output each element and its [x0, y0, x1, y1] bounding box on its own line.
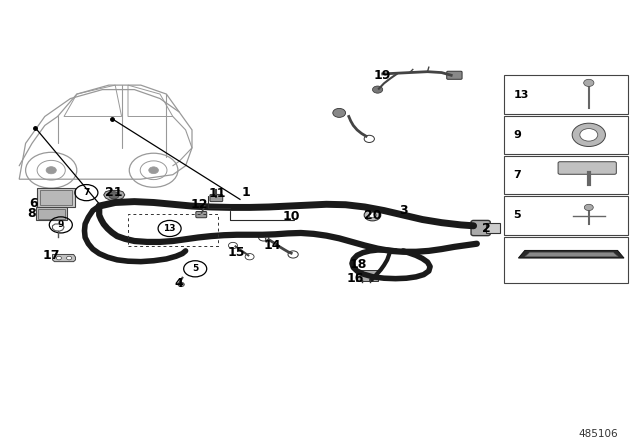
Circle shape — [109, 192, 119, 199]
Text: 3: 3 — [399, 204, 408, 217]
Text: 5: 5 — [513, 211, 521, 220]
Text: 17: 17 — [42, 249, 60, 262]
Circle shape — [56, 256, 61, 260]
FancyBboxPatch shape — [504, 196, 628, 235]
Text: 7: 7 — [513, 170, 521, 180]
Text: 9: 9 — [513, 130, 521, 140]
Polygon shape — [104, 190, 125, 200]
Text: 20: 20 — [364, 208, 381, 222]
Text: 7: 7 — [83, 188, 90, 197]
FancyBboxPatch shape — [504, 75, 628, 114]
FancyBboxPatch shape — [504, 116, 628, 154]
Circle shape — [580, 129, 598, 141]
FancyBboxPatch shape — [356, 270, 378, 281]
Text: 21: 21 — [105, 186, 123, 199]
FancyBboxPatch shape — [558, 162, 616, 174]
Circle shape — [364, 209, 381, 221]
Text: 16: 16 — [346, 272, 364, 285]
Text: 15: 15 — [228, 246, 246, 259]
Text: 19: 19 — [374, 69, 392, 82]
Text: 2: 2 — [482, 222, 491, 235]
Circle shape — [369, 212, 376, 218]
Circle shape — [178, 282, 184, 287]
Text: 5: 5 — [192, 264, 198, 273]
Text: 11: 11 — [209, 187, 227, 200]
Text: 14: 14 — [263, 239, 281, 252]
Text: 485106: 485106 — [578, 429, 618, 439]
Text: 9: 9 — [58, 220, 64, 229]
Circle shape — [148, 167, 159, 174]
Text: 10: 10 — [282, 210, 300, 224]
Polygon shape — [525, 252, 618, 257]
Circle shape — [584, 204, 593, 211]
Text: 1: 1 — [242, 185, 251, 199]
Text: 8: 8 — [28, 207, 36, 220]
FancyBboxPatch shape — [36, 207, 67, 220]
Text: 18: 18 — [349, 258, 367, 271]
Polygon shape — [52, 254, 76, 262]
Circle shape — [584, 79, 594, 86]
Circle shape — [572, 123, 605, 146]
Bar — [38, 209, 65, 219]
FancyBboxPatch shape — [504, 237, 628, 283]
FancyBboxPatch shape — [40, 190, 72, 205]
Circle shape — [46, 167, 56, 174]
Text: 12: 12 — [191, 198, 209, 211]
FancyBboxPatch shape — [471, 220, 490, 236]
Text: 13: 13 — [513, 90, 529, 99]
FancyBboxPatch shape — [504, 156, 628, 194]
Circle shape — [372, 86, 383, 93]
FancyBboxPatch shape — [210, 194, 223, 202]
FancyBboxPatch shape — [37, 188, 75, 207]
Polygon shape — [518, 250, 624, 258]
FancyBboxPatch shape — [196, 211, 207, 218]
Circle shape — [333, 108, 346, 117]
FancyBboxPatch shape — [486, 223, 500, 233]
Text: 13: 13 — [163, 224, 176, 233]
Text: 4: 4 — [175, 276, 184, 290]
Circle shape — [67, 256, 72, 260]
Text: 6: 6 — [29, 197, 38, 211]
FancyBboxPatch shape — [447, 71, 462, 79]
